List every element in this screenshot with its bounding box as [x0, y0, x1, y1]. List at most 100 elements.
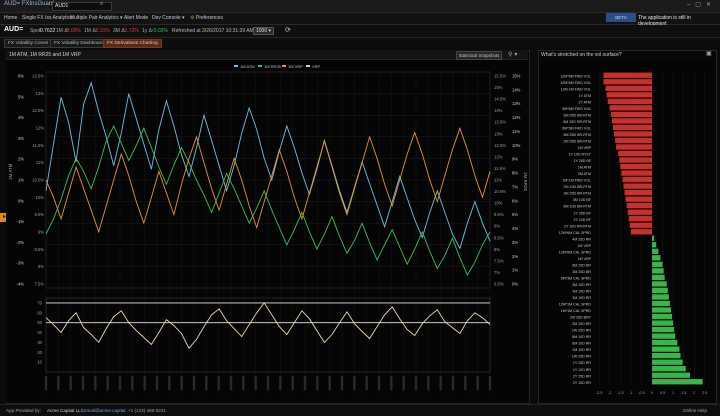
bar-category-label: 6M 25D BR-RTM	[564, 113, 592, 117]
date-tick-label	[353, 376, 356, 390]
bar-category-label: 2Y ATM	[579, 100, 591, 104]
surface-bar	[652, 294, 669, 300]
axis-tick-label: 15%	[494, 85, 503, 90]
bar-category-label: 9M*6M FWD VOL	[562, 107, 591, 111]
refresh-interval-select[interactable]: 1000 ▾	[253, 27, 275, 35]
axis-tick-label: 12%	[494, 154, 503, 159]
m1b-value: -0.31%	[94, 28, 110, 34]
spot-value: 0.7622	[40, 28, 56, 34]
title-bar: AUD= FXInsGuard AUD1 ⌕ –▢✕	[0, 0, 720, 13]
bar-category-label: 1W 25D RR	[572, 329, 592, 333]
tab-derivatives-charting[interactable]: FX Derivatives Charting	[103, 39, 162, 48]
surface-bar	[652, 235, 655, 241]
date-tick-label	[168, 376, 171, 390]
surface-bar	[652, 274, 665, 281]
bar-category-label: 1M VRP	[578, 257, 592, 261]
bar-category-label: 1Y ATM	[579, 94, 591, 98]
axis-tick-label: 6%	[512, 198, 518, 203]
m1-label: 1M Δ:	[56, 28, 70, 34]
window-controls[interactable]: –▢✕	[686, 2, 716, 8]
bar-axis-tick: 1	[672, 391, 674, 395]
gear-icon[interactable]: ⚙	[190, 15, 195, 21]
axis-tick-label: -4%	[17, 282, 25, 287]
surface-bar	[610, 111, 652, 118]
surface-bar	[620, 163, 652, 170]
surface-bar	[626, 203, 652, 209]
legend-label: 1M RR25	[264, 64, 282, 69]
axis-tick-label: 4%	[512, 226, 518, 231]
percentile-tick-label: 60	[37, 310, 42, 315]
surface-bar	[606, 92, 652, 98]
date-tick-label	[192, 376, 196, 390]
surface-bar	[629, 222, 652, 228]
surface-bar	[652, 366, 686, 372]
axis-tick-label: 12.5%	[32, 108, 44, 113]
tab-vol-cones[interactable]: FX Volatility Cones	[4, 39, 53, 48]
bar-category-label: 6M 10D BR-RTM	[564, 205, 592, 209]
date-tick-label	[377, 376, 381, 390]
expand-icon[interactable]: ▣	[706, 51, 712, 57]
bar-category-label: 3M 25D BR	[572, 270, 591, 274]
y1-label: 1y Δ:	[142, 28, 154, 34]
axis-tick-label: 10.5%	[32, 178, 44, 183]
bar-axis-tick: -1	[629, 391, 632, 395]
axis-tick-label: 8%	[494, 247, 500, 252]
bar-category-label: 3M 10D RR	[572, 296, 591, 300]
menu-alert-mode[interactable]: Alert Mode	[124, 15, 149, 21]
footer-help[interactable]: Online Help	[683, 408, 708, 413]
date-tick-label	[402, 376, 405, 390]
tab-vol-dashboard[interactable]: FX Volatility Dashboard	[50, 39, 108, 48]
refresh-icon[interactable]: ⟳	[285, 27, 291, 34]
surface-bar	[652, 307, 671, 313]
footer-email[interactable]: email@acme.capital	[84, 408, 126, 413]
axis-tick-label: 1%	[18, 178, 24, 183]
bar-category-label: 2Y 25D BF	[573, 211, 591, 215]
axis-tick-label: 13.5%	[32, 74, 44, 79]
axis-tick-label: 13.5%	[494, 120, 506, 125]
menu-multiple-pair[interactable]: Multiple Pair Analytics ▾	[70, 15, 123, 21]
axis-tick-label: 11%	[512, 129, 520, 134]
date-tick-label	[180, 376, 183, 390]
m3-label: 3M Δ:	[113, 28, 127, 34]
axis-tick-label: 15.5%	[494, 74, 506, 79]
menu-preferences[interactable]: Preferences	[196, 15, 223, 21]
axis-tick-label: 9%	[494, 224, 500, 229]
axis-tick-label: 6.5%	[494, 282, 504, 287]
menu-home[interactable]: Home	[4, 15, 18, 21]
bottom-plot-frame	[45, 297, 491, 373]
date-tick-label	[155, 376, 159, 390]
axis-tick-label: -1%	[17, 219, 25, 224]
search-input[interactable]: AUD1	[52, 2, 112, 11]
filter-icon[interactable]: ⚲▾	[508, 52, 520, 58]
tab-bar: FX Volatility Cones FX Volatility Dashbo…	[0, 38, 720, 48]
axis-tick-label: 8.5%	[34, 247, 44, 252]
date-tick-label	[316, 376, 319, 390]
spot-label: Spot:	[30, 28, 42, 34]
date-tick-label	[131, 376, 134, 390]
bar-axis-tick: 2	[693, 391, 695, 395]
bar-category-label: 1M VRP	[578, 146, 592, 150]
axis-tick-label: 11%	[494, 178, 502, 183]
collapse-sidebar-button[interactable]: ▸	[0, 213, 9, 222]
dev-notice: The application is still in development	[638, 15, 691, 27]
footer-bar: App Provided by: Acme Capital LLC email@…	[0, 404, 720, 416]
left-chart-svg: 6% 5% 4% 3% 2% 1% 0% -1% -2% -3% -4% 13.5% 13% 12.5% 1…	[6, 60, 528, 402]
bar-category-label: 2M 25D BR-RTM	[564, 140, 592, 144]
search-icon[interactable]: ⌕	[100, 1, 104, 7]
menu-dev-console[interactable]: Dev Console ▾	[152, 15, 185, 21]
axis-tick-label: 9.5%	[34, 212, 44, 217]
statistical-snapshots-button[interactable]: Statistical Snapshots	[456, 51, 502, 60]
bar-category-label: 6M*3M FWD VOL	[562, 126, 591, 130]
percentile-tick-label: 50	[37, 320, 42, 325]
axis-tick-label: -2%	[17, 240, 25, 245]
date-tick-label	[217, 376, 220, 390]
surface-bar	[652, 379, 703, 385]
date-tick-label	[242, 376, 245, 390]
surface-bar	[652, 346, 680, 352]
surface-bar	[652, 281, 667, 287]
surface-bar	[603, 79, 652, 85]
bar-category-label: 2Y 10D BF	[573, 218, 591, 222]
menu-single-fx[interactable]: Single FX Iss Analytics	[22, 15, 73, 21]
date-tick-label	[488, 376, 492, 390]
date-tick-label	[254, 376, 257, 390]
